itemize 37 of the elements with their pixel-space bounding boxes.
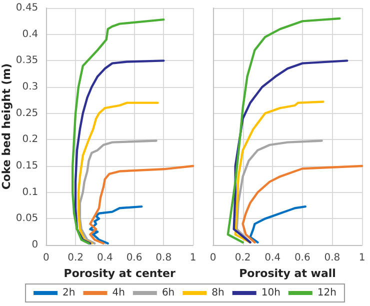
- y-tick-label: 0.05: [16, 213, 38, 224]
- y-tick-label: 0.1: [22, 186, 38, 198]
- line-series: [71, 18, 165, 245]
- y-tick-label: 0.25: [16, 108, 38, 119]
- line-series: [89, 164, 194, 245]
- x-tick-label: 0: [210, 252, 216, 264]
- x-tick-label: 0.6: [294, 252, 310, 264]
- legend-label: 8h: [212, 288, 224, 298]
- line-series: [74, 60, 165, 245]
- x-axis-title: Porosity at wall: [239, 266, 336, 280]
- y-axis-title: Coke bed height (m): [0, 63, 13, 190]
- x-tick-label: 0.4: [96, 252, 113, 264]
- x-tick-label: 0.6: [126, 252, 142, 264]
- legend-label: 12h: [317, 288, 336, 298]
- y-tick-label: 0.45: [16, 2, 38, 14]
- legend-label: 2h: [62, 288, 76, 298]
- x-tick-label: 0: [42, 252, 50, 264]
- x-tick-label: 0.4: [264, 252, 281, 264]
- legend-label: 6h: [162, 288, 175, 298]
- x-tick-label: 0.2: [234, 252, 251, 264]
- y-tick-label: 0.15: [16, 160, 38, 172]
- y-tick-label: 0.35: [16, 55, 38, 66]
- y-tick-label: 0: [32, 240, 38, 250]
- y-tick-label: 0.2: [22, 134, 38, 146]
- x-tick-label: 1: [190, 252, 196, 264]
- x-tick-label: 0.8: [324, 252, 340, 264]
- y-tick-label: 0.4: [22, 28, 38, 40]
- legend-label: 4h: [112, 288, 125, 298]
- y-tick-label: 0.3: [22, 82, 38, 92]
- x-axis-title: Porosity at center: [64, 266, 176, 280]
- legend-label: 10h: [261, 288, 280, 298]
- line-series: [78, 140, 158, 245]
- x-tick-label: 0.8: [156, 252, 172, 264]
- x-tick-label: 1: [358, 252, 366, 264]
- line-series: [89, 205, 143, 245]
- line-series: [77, 102, 159, 245]
- x-tick-label: 0.2: [68, 252, 84, 264]
